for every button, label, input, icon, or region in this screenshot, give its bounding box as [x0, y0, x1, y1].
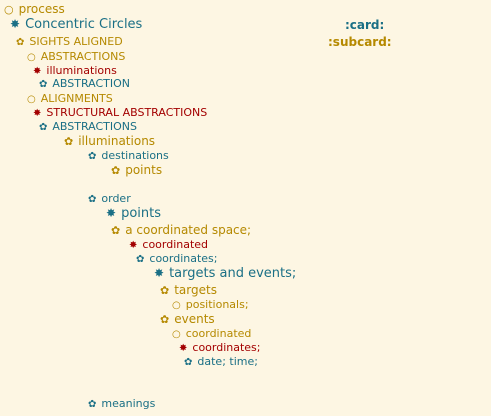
outline-heading[interactable]: ✸ targets and events;: [154, 267, 296, 280]
outline-heading-text: points: [121, 206, 161, 221]
flower-icon: ✿: [160, 284, 170, 297]
outline-heading-text: targets and events;: [169, 266, 297, 281]
outline-heading-text: process: [18, 2, 65, 16]
outline-heading[interactable]: ✿ coordinates;: [136, 253, 218, 265]
outline-heading[interactable]: ✿ date; time;: [184, 356, 258, 368]
outline-heading[interactable]: ○ ALIGNMENTS: [27, 93, 113, 105]
flower-icon: ✿: [88, 151, 97, 162]
asterisk-icon: ✸: [33, 66, 42, 77]
outline-heading-text: targets: [174, 283, 217, 297]
flower-icon: ✿: [184, 357, 193, 368]
outline-heading-text: SIGHTS ALIGNED: [29, 35, 123, 48]
flower-icon: ✿: [16, 37, 25, 48]
outline-heading-text: points: [125, 163, 163, 177]
flower-icon: ✿: [88, 194, 97, 205]
heading-tag: :subcard:: [328, 35, 392, 49]
outline-heading-text: date; time;: [197, 355, 258, 368]
outline-heading[interactable]: ✿ a coordinated space;: [111, 224, 251, 236]
outline-heading-text: ABSTRACTIONS: [40, 50, 126, 63]
outline-heading-text: illuminations: [46, 64, 117, 77]
outline-heading-text: destinations: [101, 149, 169, 162]
flower-icon: ✿: [160, 313, 170, 326]
outline-heading-text: STRUCTURAL ABSTRACTIONS: [46, 106, 208, 119]
outline-heading[interactable]: ○ process: [4, 3, 65, 15]
outline-heading-text: coordinated: [142, 238, 209, 251]
flower-icon: ✿: [39, 122, 48, 133]
circle-outline-icon: ○: [4, 3, 14, 16]
outline-heading[interactable]: ✸ STRUCTURAL ABSTRACTIONS: [33, 107, 207, 119]
outline-heading-text: order: [101, 192, 131, 205]
outline-heading[interactable]: ✸ coordinated: [129, 239, 208, 251]
outline-heading[interactable]: ○ positionals;: [172, 299, 249, 311]
outline-heading-text: coordinates;: [149, 252, 218, 265]
circle-outline-icon: ○: [172, 300, 181, 311]
asterisk-icon: ✸: [10, 17, 21, 31]
asterisk-icon: ✸: [154, 266, 165, 280]
flower-icon: ✿: [111, 224, 121, 237]
outline-heading[interactable]: ✿ targets: [160, 284, 217, 296]
circle-outline-icon: ○: [27, 94, 36, 105]
circle-outline-icon: ○: [172, 329, 181, 340]
flower-icon: ✿: [136, 254, 145, 265]
flower-icon: ✿: [64, 135, 74, 148]
asterisk-icon: ✸: [179, 343, 188, 354]
flower-icon: ✿: [111, 164, 121, 177]
outline-heading-text: meanings: [101, 397, 156, 410]
outline-heading[interactable]: ✸ points: [106, 207, 161, 220]
asterisk-icon: ✸: [106, 206, 117, 220]
outline-heading-text: coordinates;: [192, 341, 261, 354]
circle-outline-icon: ○: [27, 52, 36, 63]
heading-tag: :card:: [345, 18, 385, 32]
outline-heading[interactable]: ✸ illuminations: [33, 65, 117, 77]
outline-heading[interactable]: ✿ meanings: [88, 398, 155, 410]
outline-heading[interactable]: ✿ SIGHTS ALIGNED: [16, 36, 123, 48]
outline-heading[interactable]: ○ ABSTRACTIONS: [27, 51, 125, 63]
outline-heading-text: events: [174, 312, 215, 326]
outline-heading[interactable]: ✿ illuminations: [64, 135, 155, 147]
asterisk-icon: ✸: [129, 240, 138, 251]
outline-heading-text: coordinated: [185, 327, 252, 340]
asterisk-icon: ✸: [33, 108, 42, 119]
outline-heading[interactable]: ✿ events: [160, 313, 215, 325]
flower-icon: ✿: [88, 399, 97, 410]
outline-heading[interactable]: ✸ coordinates;: [179, 342, 261, 354]
outline-heading[interactable]: ✿ destinations: [88, 150, 169, 162]
outline-heading-text: illuminations: [78, 134, 156, 148]
outline-heading-text: ABSTRACTIONS: [52, 120, 138, 133]
outline-heading[interactable]: ✿ ABSTRACTIONS: [39, 121, 137, 133]
outline-heading[interactable]: ○ coordinated: [172, 328, 251, 340]
outline-heading-text: positionals;: [185, 298, 249, 311]
outline-heading-text: ABSTRACTION: [52, 77, 131, 90]
flower-icon: ✿: [39, 79, 48, 90]
outline-heading[interactable]: ✿ ABSTRACTION: [39, 78, 130, 90]
outline-heading-text: a coordinated space;: [125, 223, 252, 237]
outline-heading-text: Concentric Circles: [25, 17, 143, 32]
outline-heading[interactable]: ✸ Concentric Circles: [10, 18, 142, 31]
outline-heading[interactable]: ✿ points: [111, 164, 162, 176]
outline-heading-text: ALIGNMENTS: [40, 92, 113, 105]
outline-heading[interactable]: ✿ order: [88, 193, 131, 205]
